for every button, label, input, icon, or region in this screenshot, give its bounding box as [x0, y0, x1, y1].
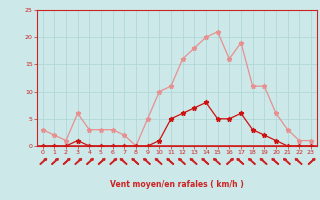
X-axis label: Vent moyen/en rafales ( km/h ): Vent moyen/en rafales ( km/h ) [110, 180, 244, 189]
